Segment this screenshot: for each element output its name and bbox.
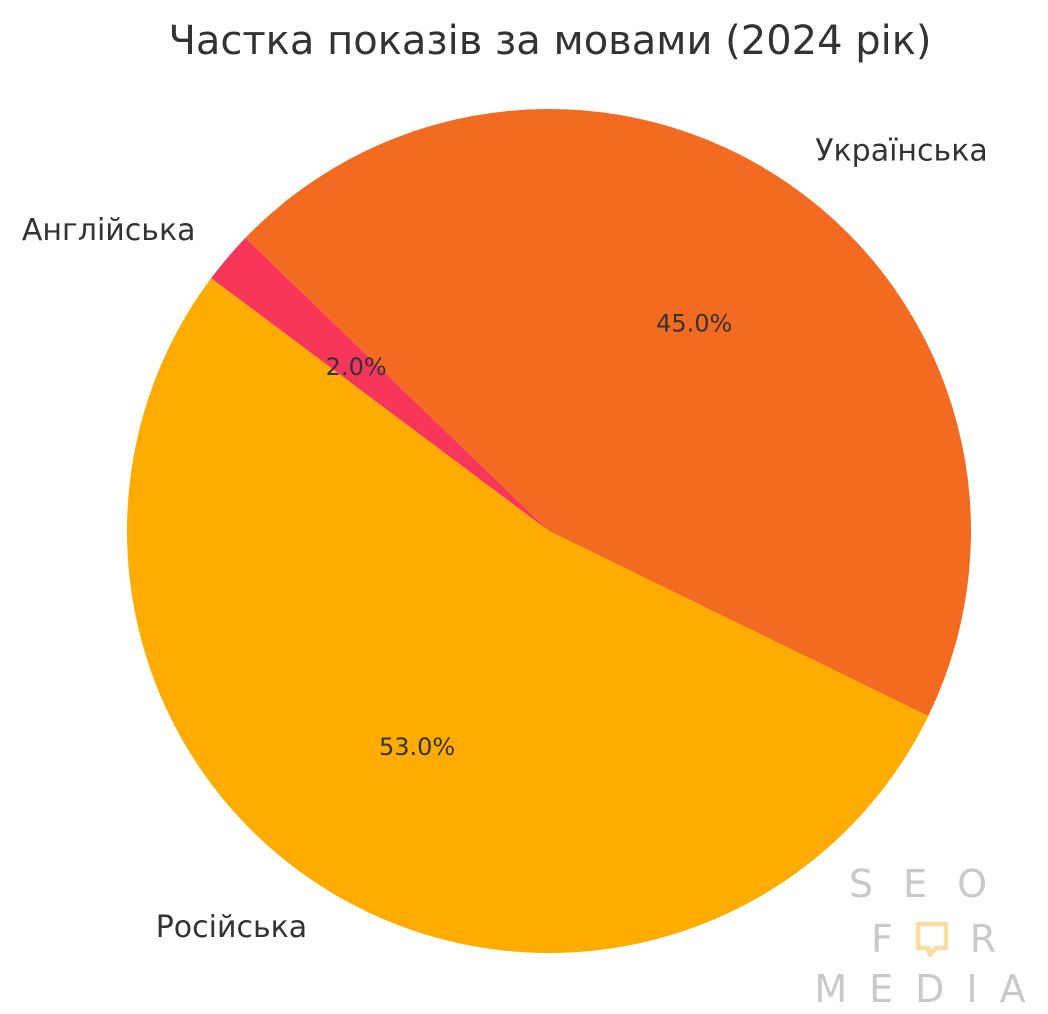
- pie-slice-1: [211, 237, 549, 531]
- watermark-line-2-left: F: [871, 917, 893, 961]
- speech-bubble-icon: [915, 921, 949, 958]
- pie-slice-label-1: Англійська: [22, 213, 196, 248]
- pie-slice-3: [245, 108, 971, 716]
- watermark-line-1: SEO: [849, 862, 1017, 906]
- pie-slice-percent-1: 2.0%: [326, 353, 387, 381]
- pie-slice-percent-2: 53.0%: [379, 733, 455, 761]
- pie-slices: [127, 108, 971, 953]
- pie-slice-percent-3: 45.0%: [656, 310, 732, 338]
- pie-labels: Англійська 2.0% Російська 53.0% Українська 45…: [22, 134, 988, 945]
- pie-slice-label-2: Російська: [156, 910, 307, 945]
- pie-slice-label-3: Українська: [815, 134, 987, 169]
- seo-for-media-logo: SEO F R MEDIA: [814, 862, 1047, 1011]
- watermark-line-2-right: R: [970, 917, 996, 961]
- pie-slice-2: [127, 278, 929, 953]
- watermark-line-3: MEDIA: [814, 967, 1047, 1011]
- chart-title: Частка показів за мовами (2024 рік): [168, 18, 931, 64]
